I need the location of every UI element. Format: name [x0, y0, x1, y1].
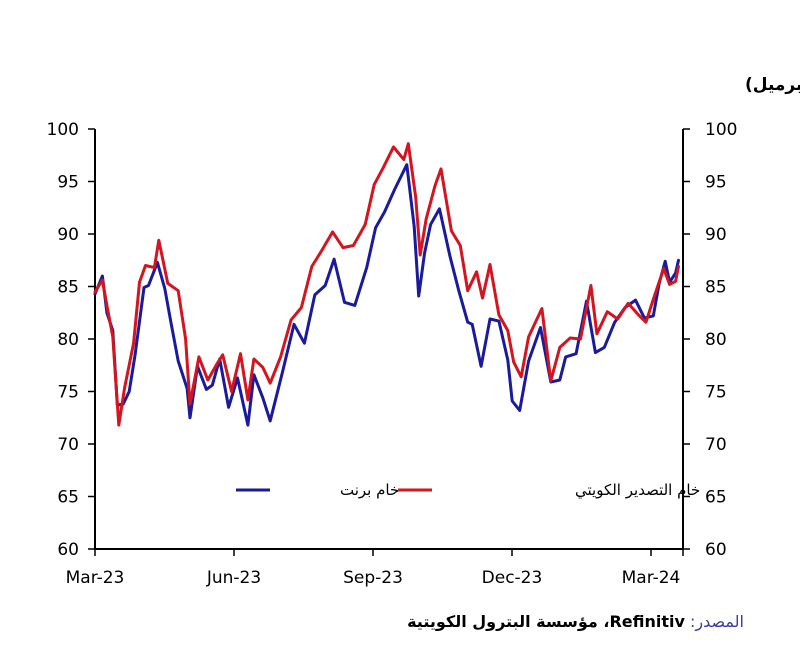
legend: خام برنت خام التصدير الكويتي — [236, 481, 700, 500]
series-layer — [93, 142, 680, 427]
x-tick-label: Jun-23 — [206, 568, 261, 588]
y-tick-label-left: 75 — [57, 383, 79, 403]
y-tick-label-right: 80 — [705, 330, 727, 350]
y-tick-label-right: 85 — [705, 278, 727, 298]
x-tick-label: Sep-23 — [343, 568, 403, 588]
source-text: Refinitiv، مؤسسة البترول الكويتية — [407, 612, 685, 631]
y-tick-label-right: 90 — [705, 225, 727, 245]
y-tick-label-right: 65 — [705, 488, 727, 508]
y-axis-ticks: 60 60 65 65 70 70 75 75 80 80 85 85 90 90 95 95 100 100 — [47, 120, 738, 560]
y-tick-label-left: 80 — [57, 330, 79, 350]
y-tick-label-right: 60 — [705, 540, 727, 560]
y-tick-label-right: 100 — [705, 120, 737, 140]
y-tick-label-right: 95 — [705, 173, 727, 193]
y-tick-label-left: 100 — [47, 120, 79, 140]
y-tick-label-left: 85 — [57, 278, 79, 298]
source-label: المصدر: — [690, 612, 744, 631]
x-tick-label: Mar-24 — [622, 568, 681, 588]
x-axis-ticks: Mar-23 Jun-23 Sep-23 Dec-23 Mar-24 — [66, 549, 684, 588]
y-tick-label-left: 70 — [57, 435, 79, 455]
y-tick-label-left: 95 — [57, 173, 79, 193]
legend-label-kuwait: خام التصدير الكويتي — [575, 481, 700, 500]
x-tick-label: Dec-23 — [482, 568, 543, 588]
x-tick-label: Mar-23 — [66, 568, 125, 588]
y-tick-label-right: 70 — [705, 435, 727, 455]
y-tick-label-left: 60 — [57, 540, 79, 560]
y-tick-label-right: 75 — [705, 383, 727, 403]
y-tick-label-left: 65 — [57, 488, 79, 508]
series-line-kuwait-export — [93, 142, 680, 427]
unit-label: (دولار/ برميل) — [745, 75, 800, 95]
source-note: المصدر: Refinitiv، مؤسسة البترول الكويتي… — [407, 612, 744, 631]
y-tick-label-left: 90 — [57, 225, 79, 245]
legend-label-brent: خام برنت — [340, 481, 399, 499]
